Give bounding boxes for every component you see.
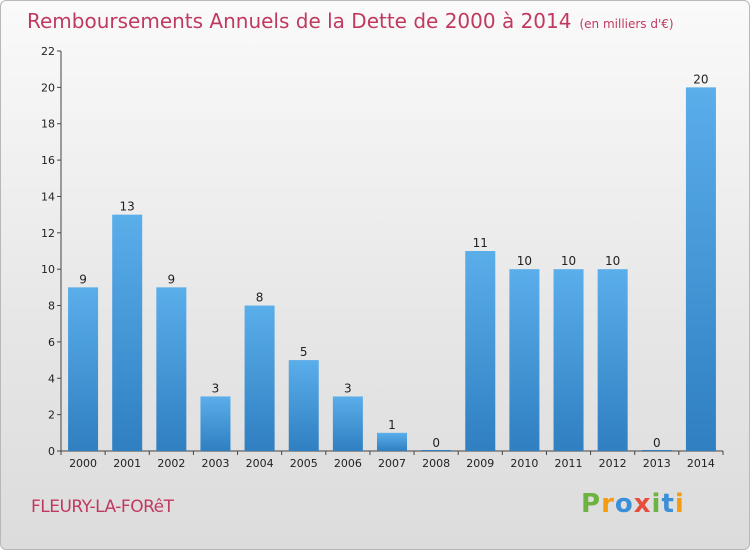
x-tick-label: 2004 xyxy=(246,457,274,470)
bar xyxy=(553,269,584,451)
chart-title: Remboursements Annuels de la Dette de 20… xyxy=(27,9,674,33)
chart-unit: (en milliers d'€) xyxy=(579,17,674,31)
x-tick-label: 2002 xyxy=(157,457,185,470)
x-tick-label: 2011 xyxy=(555,457,583,470)
y-tick-label: 0 xyxy=(48,445,55,458)
bar xyxy=(244,305,275,451)
bar xyxy=(112,214,143,451)
logo-letter: i xyxy=(674,489,685,519)
y-tick-label: 10 xyxy=(41,263,55,276)
y-tick-label: 4 xyxy=(48,372,55,385)
x-tick-label: 2010 xyxy=(510,457,538,470)
y-tick-label: 16 xyxy=(41,154,55,167)
data-label: 20 xyxy=(693,72,708,86)
bar xyxy=(597,269,628,451)
x-tick-label: 2003 xyxy=(201,457,229,470)
x-tick-label: 2013 xyxy=(643,457,671,470)
bar xyxy=(156,287,187,451)
x-tick-label: 2012 xyxy=(599,457,627,470)
data-label: 13 xyxy=(120,200,135,214)
chart-title-text: Remboursements Annuels de la Dette de 20… xyxy=(27,9,572,33)
x-tick-label: 2000 xyxy=(69,457,97,470)
x-tick-label: 2005 xyxy=(290,457,318,470)
bar xyxy=(200,396,231,451)
data-label: 8 xyxy=(256,291,264,305)
x-tick-label: 2007 xyxy=(378,457,406,470)
y-tick-label: 2 xyxy=(48,409,55,422)
bar xyxy=(421,450,452,451)
data-label: 0 xyxy=(653,436,661,450)
y-tick-label: 20 xyxy=(41,81,55,94)
bar xyxy=(288,360,319,451)
logo-letter: x xyxy=(633,489,652,519)
y-tick-label: 14 xyxy=(41,190,55,203)
y-tick-label: 8 xyxy=(48,300,55,313)
x-tick-label: 2009 xyxy=(466,457,494,470)
logo-letter: i xyxy=(651,489,662,519)
data-label: 11 xyxy=(473,236,488,250)
data-label: 9 xyxy=(79,272,87,286)
logo-letter: P xyxy=(581,489,602,519)
bar xyxy=(685,87,716,451)
y-tick-label: 18 xyxy=(41,118,55,131)
logo-letter: r xyxy=(601,489,615,519)
y-tick-label: 12 xyxy=(41,227,55,240)
bar xyxy=(68,287,99,451)
bar xyxy=(509,269,540,451)
data-label: 3 xyxy=(212,381,220,395)
bar xyxy=(641,450,672,451)
commune-label: FLEURY-LA-FORêT xyxy=(31,497,174,517)
data-label: 10 xyxy=(517,254,532,268)
data-label: 9 xyxy=(168,272,176,286)
data-label: 5 xyxy=(300,345,308,359)
x-tick-label: 2014 xyxy=(687,457,715,470)
logo-letter: t xyxy=(661,489,675,519)
data-label: 3 xyxy=(344,381,352,395)
y-tick-label: 22 xyxy=(41,45,55,58)
x-tick-label: 2008 xyxy=(422,457,450,470)
x-tick-label: 2006 xyxy=(334,457,362,470)
bar xyxy=(332,396,363,451)
data-label: 10 xyxy=(605,254,620,268)
proxiti-logo: Proxiti xyxy=(581,489,685,519)
x-tick-label: 2001 xyxy=(113,457,141,470)
bar xyxy=(465,251,496,451)
data-label: 1 xyxy=(388,418,396,432)
data-label: 10 xyxy=(561,254,576,268)
data-label: 0 xyxy=(432,436,440,450)
y-tick-label: 6 xyxy=(48,336,55,349)
bar xyxy=(377,432,407,451)
logo-letter: o xyxy=(614,489,634,519)
